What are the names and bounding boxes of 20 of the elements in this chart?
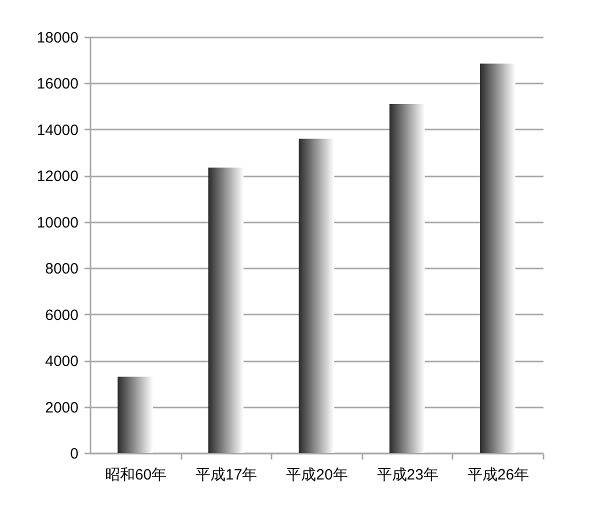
y-tick-label: 4000 — [45, 353, 78, 370]
y-tick-label: 12000 — [36, 168, 78, 186]
y-tick-label: 0 — [70, 446, 78, 462]
y-tick-label: 14000 — [36, 122, 78, 139]
x-tick-label: 平成20年 — [286, 466, 348, 484]
y-tick-label: 2000 — [45, 399, 78, 416]
x-tick-label: 平成23年 — [376, 466, 438, 484]
bar — [480, 64, 516, 453]
x-tick-label: 平成26年 — [467, 466, 530, 484]
bar — [298, 138, 334, 453]
x-tick-label: 昭和60年 — [104, 466, 167, 484]
y-tick-label: 10000 — [36, 214, 78, 232]
bar — [118, 376, 153, 453]
bar — [389, 104, 425, 453]
y-tick-label: 18000 — [36, 30, 78, 46]
y-tick-label: 8000 — [45, 260, 78, 278]
y-tick-label: 16000 — [36, 76, 78, 93]
bar — [208, 168, 244, 453]
y-tick-label: 6000 — [45, 306, 78, 324]
x-tick-label: 平成17年 — [196, 466, 258, 484]
